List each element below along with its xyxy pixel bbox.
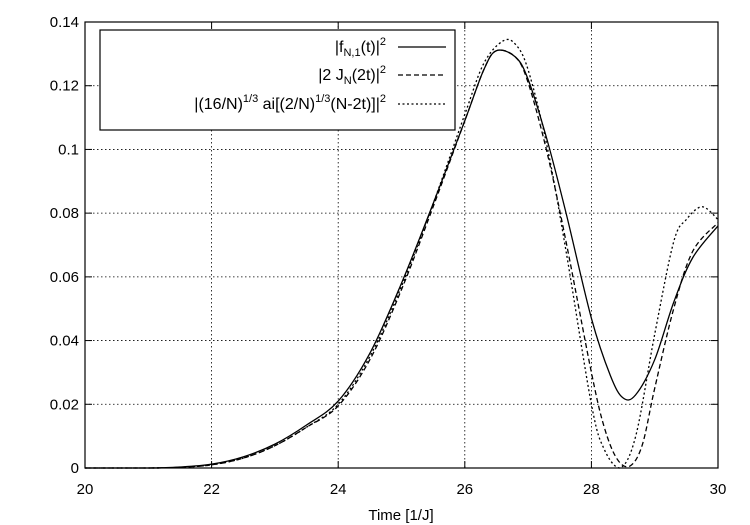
x-axis-label: Time [1/J] (368, 507, 433, 524)
x-tick-label: 20 (77, 481, 94, 498)
legend-box (99, 29, 456, 131)
legend-entry-2: |2 JN​(2t)|2​ (318, 64, 386, 87)
legend-entry-1: |fN,1​(t)|2​ (335, 36, 386, 59)
series-line-2 (85, 49, 719, 469)
y-tick-label: 0.02 (50, 396, 79, 413)
y-tick-label: 0.14 (50, 14, 79, 31)
x-tick-label: 22 (203, 481, 220, 498)
x-tick-label: 28 (583, 481, 600, 498)
y-tick-label: 0 (71, 460, 79, 477)
y-tick-label: 0.06 (50, 269, 79, 286)
x-tick-label: 26 (456, 481, 473, 498)
x-tick-label: 24 (330, 481, 347, 498)
y-tick-label: 0.08 (50, 205, 79, 222)
ticks: 20 22 24 26 28 30 0 0.02 0.04 0.06 0.08 0.1 0.12 0.14 (50, 14, 727, 498)
y-tick-label: 0.04 (50, 333, 79, 350)
plot-frame (84, 21, 719, 469)
legend: |fN,1​(t)|2​ |2 JN​(2t)|2​ |(16/N)1/3​ ai[… (99, 29, 456, 131)
x-tick-label: 30 (710, 481, 727, 498)
y-tick-label: 0.1 (58, 141, 79, 158)
series-group (85, 38, 719, 469)
legend-entry-3: |(16/N)1/3​ ai[(2/N)1/3​(N-2t)]|2​ (194, 93, 386, 113)
y-tick-label: 0.12 (50, 78, 79, 95)
